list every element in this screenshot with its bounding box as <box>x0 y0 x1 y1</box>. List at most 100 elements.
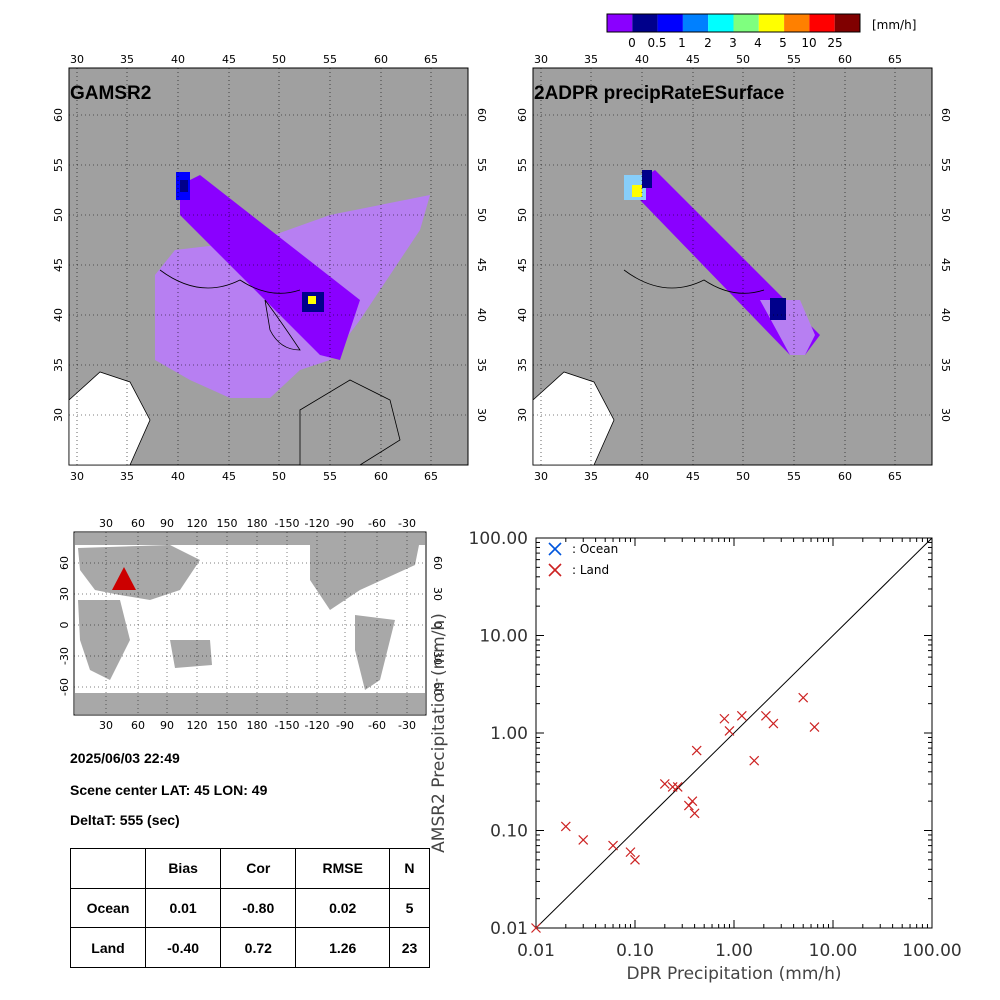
map-left: GAMSR2 30 35 40 45 50 55 60 65 30 35 40 45 50 55 60 65… <box>52 53 488 483</box>
colorbar-swatch <box>758 14 785 32</box>
scatter-point-land <box>578 835 589 845</box>
map-left-lat-ticks-right: 30 35 40 45 50 55 60 <box>475 108 488 422</box>
lat-tick-label: 30 <box>516 408 529 422</box>
stats-header-cell <box>70 848 146 889</box>
lon-tick-label: 150 <box>217 719 238 732</box>
lat-tick-label: 60 <box>58 556 71 570</box>
stats-cell: 0.02 <box>295 887 390 929</box>
scatter-point-land <box>608 840 618 851</box>
lon-tick-label: 30 <box>70 470 84 483</box>
world-map-north-america <box>310 540 420 610</box>
lat-tick-label: -30 <box>58 647 71 665</box>
lon-tick-label: 120 <box>187 719 208 732</box>
colorbar-tick-label: 4 <box>754 36 762 50</box>
lon-tick-label: 30 <box>99 517 113 530</box>
lat-tick-label: 30 <box>939 408 952 422</box>
map-right-coastline <box>623 269 765 294</box>
lat-tick-label: 55 <box>475 158 488 172</box>
scatter-one-to-one-line <box>535 537 933 929</box>
stats-cell: -0.80 <box>220 887 297 929</box>
map-right-lon-ticks-top: 30 35 40 45 50 55 60 65 <box>534 53 902 66</box>
scatter-y-axis-label: AMSR2 Precipitation (mm/h) <box>429 613 449 853</box>
map-left-lat-ticks-left: 30 35 40 45 50 55 60 <box>52 108 65 422</box>
map-right-rain-cell-1c <box>642 170 652 188</box>
lat-tick-label: 50 <box>52 208 65 222</box>
colorbar-tick-label: 5 <box>779 36 787 50</box>
lon-tick-label: 55 <box>323 53 337 66</box>
lon-tick-label: -60 <box>368 719 386 732</box>
lat-tick-label: 30 <box>58 587 71 601</box>
colorbar-swatch <box>682 14 709 32</box>
lon-tick-label: 50 <box>272 470 286 483</box>
lon-tick-label: -150 <box>275 517 300 530</box>
colorbar-swatch <box>834 14 860 32</box>
lon-tick-label: 55 <box>787 53 801 66</box>
lon-tick-label: 30 <box>70 53 84 66</box>
map-right-rain-cell-1b <box>632 185 642 197</box>
lat-tick-label: 45 <box>52 258 65 272</box>
lat-tick-label: 55 <box>939 158 952 172</box>
lon-tick-label: -30 <box>398 719 416 732</box>
info-datetime: 2025/06/03 22:49 <box>70 750 180 766</box>
scatter-point-land <box>689 808 700 819</box>
stats-table: Bias Cor RMSE N Ocean 0.01 -0.80 0.02 5 … <box>70 848 431 968</box>
map-left-gulf-coast <box>299 379 401 466</box>
lat-tick-label: 60 <box>431 556 444 570</box>
scatter-point-land <box>724 726 735 736</box>
map-left-land-red-sea <box>68 371 151 466</box>
stats-cell: 5 <box>388 887 431 929</box>
colorbar-tick-label: 1 <box>678 36 686 50</box>
scatter-point-land <box>768 718 779 729</box>
lon-tick-label: 40 <box>171 53 185 66</box>
info-delta-t: DeltaT: 555 (sec) <box>70 812 180 828</box>
lon-tick-label: -90 <box>336 517 354 530</box>
lon-tick-label: -60 <box>368 517 386 530</box>
lat-tick-label: 35 <box>52 358 65 372</box>
map-right-lon-ticks-bottom: 30 35 40 45 50 55 60 65 <box>534 470 902 483</box>
stats-header-cell: RMSE <box>295 848 390 889</box>
legend-label: : Ocean <box>572 542 618 556</box>
lon-tick-label: 30 <box>99 719 113 732</box>
scatter-point-land <box>749 755 760 766</box>
world-map-lat-ticks-left: 60 30 0 -30 -60 <box>58 556 71 696</box>
stats-cell: -0.40 <box>144 927 222 968</box>
map-left-swath-core <box>180 175 360 360</box>
legend-entry: : Land <box>548 563 609 577</box>
scatter-legend: : Ocean : Land <box>548 542 618 577</box>
lon-tick-label: 150 <box>217 517 238 530</box>
lon-tick-label: 60 <box>131 517 145 530</box>
stats-header-row: Bias Cor RMSE N <box>70 848 431 889</box>
world-map-arctic <box>75 533 425 545</box>
scatter-point-land <box>736 710 747 721</box>
lat-tick-label: 45 <box>939 258 952 272</box>
stats-cell: Land <box>70 927 146 968</box>
lon-tick-label: 35 <box>584 53 598 66</box>
y-tick-label: 10.00 <box>479 627 528 647</box>
world-map-lon-ticks-bottom: 30 60 90 120 150 180 -150 -120 -90 -60 -30 <box>99 719 416 732</box>
map-left-lon-ticks-bottom: 30 35 40 45 50 55 60 65 <box>70 470 438 483</box>
stats-header-cell: Cor <box>220 848 297 889</box>
lon-tick-label: -120 <box>305 517 330 530</box>
lon-tick-label: 30 <box>534 470 548 483</box>
colorbar-swatch <box>632 14 658 32</box>
lon-tick-label: 65 <box>888 53 902 66</box>
colorbar-border <box>606 13 861 33</box>
lon-tick-label: -150 <box>275 719 300 732</box>
stats-row-ocean: Ocean 0.01 -0.80 0.02 5 <box>70 887 431 929</box>
y-tick-label: 0.10 <box>490 822 528 842</box>
lat-tick-label: 30 <box>52 408 65 422</box>
stats-row-land: Land -0.40 0.72 1.26 23 <box>70 927 431 968</box>
map-right: 2ADPR precipRateESurface 30 35 40 45 50 55 60 6… <box>516 53 952 483</box>
lat-tick-label: 55 <box>52 158 65 172</box>
scatter-point-land <box>659 779 670 789</box>
stats-cell: 23 <box>388 927 431 968</box>
map-left-caspian <box>264 299 301 351</box>
colorbar-swatch <box>733 14 759 32</box>
x-tick-label: 1.00 <box>715 941 753 961</box>
lat-tick-label: 45 <box>475 258 488 272</box>
lon-tick-label: 50 <box>736 53 750 66</box>
stats-cell: 0.01 <box>144 887 222 929</box>
lon-tick-label: -30 <box>398 517 416 530</box>
legend-entry: : Ocean <box>548 542 618 556</box>
